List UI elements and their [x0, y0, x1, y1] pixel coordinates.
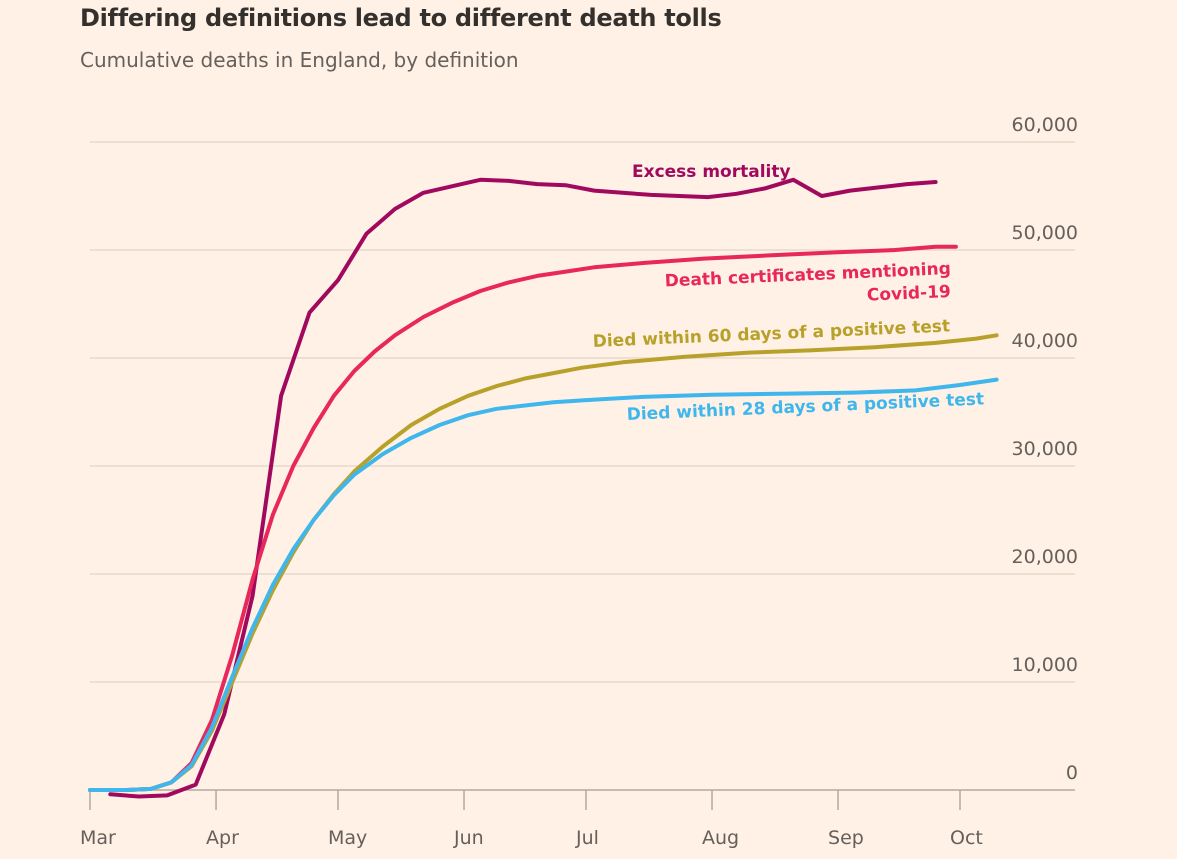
- y-tick-label: 20,000: [1012, 546, 1078, 568]
- chart-title: Differing definitions lead to different …: [80, 4, 722, 32]
- x-tick-label: Oct: [950, 827, 983, 849]
- x-tick-label: Apr: [206, 827, 239, 849]
- series-lines: [88, 177, 999, 799]
- y-tick-label: 0: [1066, 762, 1078, 784]
- x-tick-label: Aug: [702, 827, 739, 849]
- gridlines: [90, 141, 1075, 683]
- chart-subtitle: Cumulative deaths in England, by definit…: [80, 48, 519, 72]
- y-tick-label: 50,000: [1012, 222, 1078, 244]
- y-tick-label: 60,000: [1012, 114, 1078, 136]
- y-axis-ticks: 0 10,000 20,000 30,000 40,000 50,000 60,000: [1012, 114, 1078, 784]
- series-line-0: [108, 177, 938, 799]
- series-line-3: [88, 377, 999, 792]
- x-axis: Mar Apr May Jun Jul Aug Sep Oct: [80, 789, 1075, 849]
- series-label-1: Covid-19: [866, 282, 951, 306]
- x-tick-label: Sep: [828, 827, 864, 849]
- y-tick-label: 30,000: [1012, 438, 1078, 460]
- x-tick-label: Mar: [80, 827, 116, 849]
- y-tick-label: 10,000: [1012, 654, 1078, 676]
- x-tick-label: Jun: [453, 827, 484, 849]
- series-line-1: [88, 244, 958, 792]
- y-tick-label: 40,000: [1012, 330, 1078, 352]
- x-tick-label: Jul: [575, 827, 599, 849]
- series-label-0: Excess mortality: [632, 162, 791, 182]
- x-tick-label: May: [328, 827, 367, 849]
